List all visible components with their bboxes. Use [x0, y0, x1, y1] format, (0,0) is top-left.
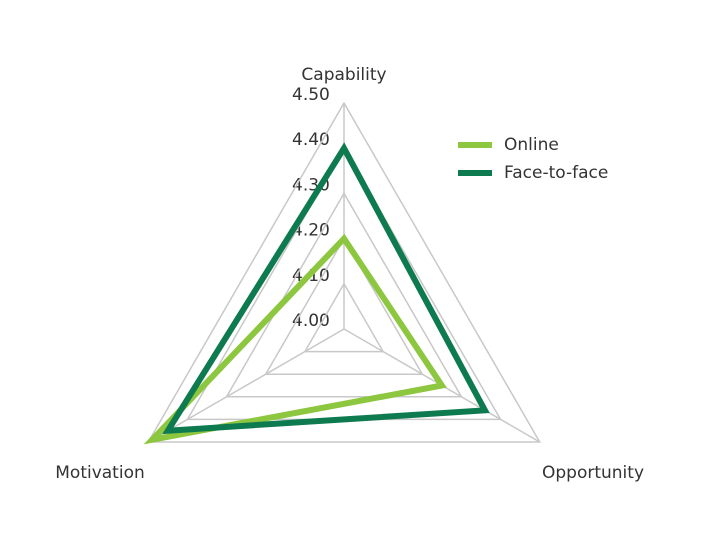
tick-label: 4.40 [292, 130, 330, 150]
axis-label: Capability [301, 65, 386, 85]
legend-label: Online [504, 135, 559, 155]
grid-ring [225, 191, 463, 398]
axis-label: Opportunity [542, 463, 644, 483]
spoke [147, 328, 345, 443]
series-line [162, 142, 490, 435]
grid-ring [264, 237, 424, 375]
legend-label: Face-to-face [504, 163, 608, 183]
axis-label: Motivation [55, 463, 145, 483]
grid-ring [146, 101, 542, 443]
grid-ring [303, 282, 385, 353]
series-line [143, 233, 447, 445]
tick-label: 4.50 [292, 85, 330, 105]
tick-label: 4.00 [292, 311, 330, 331]
